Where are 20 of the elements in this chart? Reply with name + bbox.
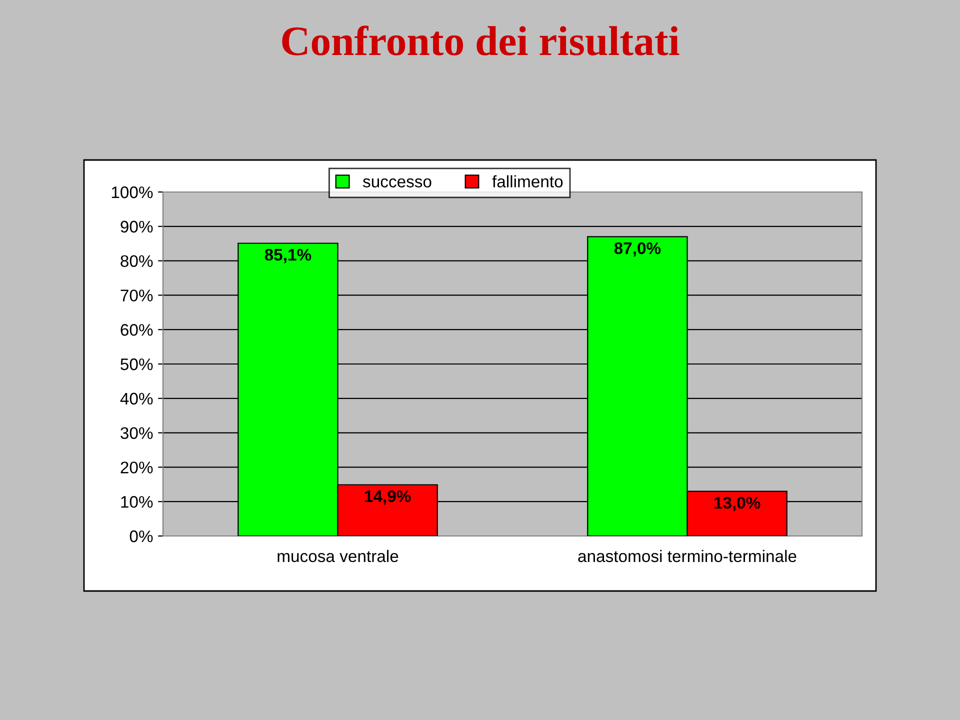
y-tick-label: 90%	[120, 220, 153, 233]
y-tick-label: 0%	[130, 530, 153, 542]
y-tick-label: 100%	[112, 186, 153, 198]
x-tick-label: mucosa ventrale	[278, 550, 398, 562]
chart-title: Confronto dei risultati	[282, 26, 680, 56]
y-tick-label: 60%	[120, 324, 153, 336]
y-tick-label: 50%	[120, 358, 153, 370]
y-tick-label: 10%	[121, 496, 153, 508]
x-tick-label: anastomosi termino-terminale	[578, 550, 796, 562]
data-label: 87,0%	[614, 242, 661, 257]
y-tick-label: 20%	[120, 462, 153, 474]
y-tick-label: 70%	[120, 290, 153, 302]
data-label: 14,9%	[364, 490, 411, 505]
data-label: 13,0%	[714, 496, 760, 512]
y-tick-label: 30%	[120, 427, 153, 440]
y-tick-label: 40%	[120, 392, 153, 405]
data-label: 85,1%	[264, 248, 312, 264]
y-tick-label: 80%	[120, 255, 153, 268]
legend-label: successo	[362, 178, 432, 188]
legend-label: fallimento	[492, 175, 563, 188]
